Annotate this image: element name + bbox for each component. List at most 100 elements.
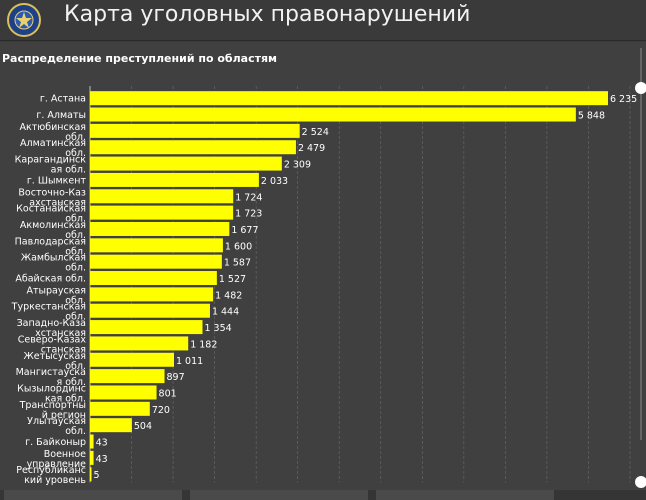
category-label: Абайская обл. (15, 274, 86, 285)
bar (90, 205, 234, 220)
bar (90, 189, 234, 204)
category-label: й регион (42, 410, 86, 421)
category-label: г. Байконыр (25, 437, 86, 448)
category-label: я обл. (57, 377, 87, 388)
chart-title: Распределение преступлений по областям (2, 52, 278, 65)
data-label: 1 354 (204, 323, 231, 334)
data-label: 720 (152, 405, 170, 416)
category-label: управление (27, 459, 87, 470)
category-label: г. Астана (40, 94, 86, 105)
category-label: обл. (65, 230, 86, 241)
data-label: 504 (134, 421, 152, 432)
category-label: обл. (65, 263, 86, 274)
bar (90, 369, 165, 384)
bar (90, 303, 210, 318)
category-label: обл. (65, 214, 86, 225)
scroll-handle-top[interactable] (635, 82, 646, 94)
app-header: Карта уголовных правонарушений (0, 0, 646, 41)
category-label: Западно-Каза (17, 318, 86, 329)
bar (90, 107, 576, 122)
bar (90, 320, 203, 335)
bar (90, 401, 150, 416)
bottom-tab-bar (0, 490, 646, 500)
vertical-scrollbar[interactable] (640, 48, 642, 440)
category-label: г. Алматы (36, 110, 86, 121)
data-label: 6 235 (610, 94, 637, 105)
data-label: 2 309 (284, 160, 311, 171)
category-label: Кызылординс (17, 383, 86, 394)
category-label: Улытауская (27, 416, 86, 427)
data-label: 1 677 (231, 225, 258, 236)
scroll-handle-bottom[interactable] (635, 476, 646, 488)
data-label: 1 482 (215, 290, 242, 301)
data-label: 1 444 (212, 307, 239, 318)
category-label: Атырауская (26, 285, 86, 296)
bar (90, 434, 94, 449)
data-label: 1 723 (235, 209, 262, 220)
category-label: Жетысуская (24, 351, 86, 362)
bar (90, 140, 296, 155)
data-label: 43 (96, 454, 108, 465)
category-label: Карагандинск (15, 155, 87, 166)
category-label: Республиканс (16, 465, 86, 476)
data-label: 1 011 (176, 356, 203, 367)
category-label: обл. (65, 361, 86, 372)
category-label: кий уровень (24, 475, 86, 486)
bottom-tab-1[interactable] (4, 490, 182, 500)
category-label: Мангистауска (16, 367, 86, 378)
category-label: г. Шымкент (27, 175, 87, 186)
bar (90, 238, 223, 253)
category-label: обл. (65, 312, 86, 323)
category-label: Жамбылская (21, 253, 86, 264)
category-label: Военное (44, 449, 86, 460)
category-label: Восточно-Каз (18, 187, 86, 198)
bottom-tab-3[interactable] (376, 490, 554, 500)
category-label: обл. (65, 246, 86, 257)
category-label: Туркестанская (11, 302, 86, 313)
category-label: станская (41, 344, 86, 355)
bar (90, 271, 217, 286)
bar (90, 287, 214, 302)
category-label: кая обл. (45, 393, 86, 404)
bar (90, 156, 282, 171)
category-label: Алматинская (20, 138, 86, 149)
bar (90, 221, 230, 236)
bottom-tab-2[interactable] (190, 490, 368, 500)
data-label: 1 182 (190, 339, 217, 350)
category-label: Северо-Казах (18, 334, 87, 345)
data-label: 801 (159, 388, 177, 399)
bar (90, 91, 608, 106)
bar (90, 254, 222, 269)
data-label: 2 033 (261, 176, 288, 187)
bar (90, 450, 94, 465)
data-label: 5 (94, 470, 100, 481)
category-label: ая обл. (51, 165, 86, 176)
emblem-icon (7, 3, 41, 37)
category-label: Актюбинская (19, 122, 86, 133)
page-title: Карта уголовных правонарушений (64, 2, 471, 27)
bar (90, 172, 259, 187)
category-label: обл. (65, 148, 86, 159)
category-label: хстанская (35, 328, 86, 339)
bar (90, 336, 189, 351)
category-label: обл. (65, 295, 86, 306)
category-label: ахстанская (29, 197, 86, 208)
data-label: 43 (96, 438, 108, 449)
data-label: 1 527 (219, 274, 246, 285)
data-label: 1 724 (235, 192, 262, 203)
data-label: 5 848 (578, 111, 605, 122)
data-label: 1 600 (225, 241, 252, 252)
data-label: 2 479 (298, 143, 325, 154)
bar (90, 418, 132, 433)
bar (90, 385, 157, 400)
bar (90, 467, 92, 482)
data-label: 2 524 (302, 127, 329, 138)
category-label: Павлодарская (15, 236, 86, 247)
category-label: Транспортны (19, 400, 86, 411)
category-label: обл. (65, 132, 86, 143)
data-label: 897 (167, 372, 185, 383)
category-label: Костанайская (16, 204, 86, 215)
category-label: Акмолинская (20, 220, 86, 231)
category-label: обл. (65, 426, 86, 437)
